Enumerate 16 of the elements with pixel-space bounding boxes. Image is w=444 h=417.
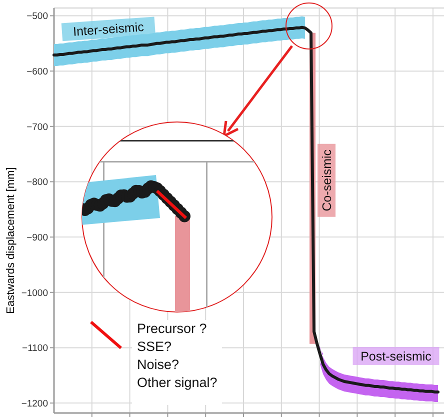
y-tick-label: −800 — [26, 177, 48, 188]
y-tick-label: −1200 — [21, 398, 48, 410]
y-tick-label: −600 — [26, 66, 48, 78]
y-tick-label: −500 — [26, 11, 48, 22]
y-tick-label: −1100 — [22, 343, 48, 354]
annotation: Co-seismic — [320, 149, 334, 212]
y-tick-label: −700 — [26, 122, 48, 133]
annotation: Other signal? — [137, 375, 218, 390]
annotation: SSE? — [137, 339, 172, 354]
y-axis-title: Eastwards displacement [mm] — [5, 167, 17, 314]
y-tick-label: −900 — [26, 232, 48, 244]
annotation: Noise? — [137, 357, 180, 372]
annotation: Post-seismic — [360, 349, 432, 364]
annotation: Precursor ? — [137, 321, 207, 336]
annotation: Inter-seismic — [72, 20, 144, 39]
y-tick-label: −1000 — [21, 288, 48, 299]
